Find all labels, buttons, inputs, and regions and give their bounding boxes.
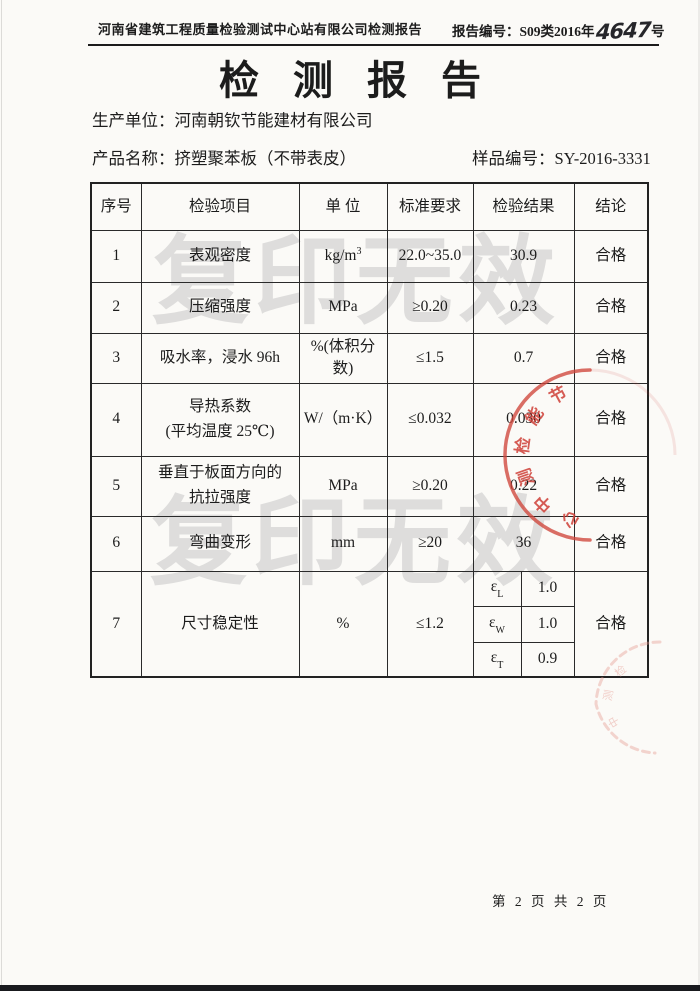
cell-result: 0.22 [472, 455, 575, 517]
cell-seq: 7 [90, 570, 142, 678]
cell-conclusion: 合格 [573, 281, 649, 334]
cell-seq: 6 [90, 515, 142, 572]
epsilon-symbol: ε [490, 578, 498, 596]
header-rule [88, 44, 659, 46]
cell-seq: 2 [90, 281, 142, 334]
stamp-char: 测 [601, 689, 616, 702]
cell-result: 36 [472, 515, 575, 572]
cell-unit: MPa [298, 455, 388, 517]
cell-unit: MPa [298, 281, 388, 334]
item-line1: 垂直于板面方向的 [157, 464, 282, 482]
cell-result: 0.23 [472, 281, 575, 334]
unit-superscript: 3 [356, 245, 362, 257]
cell-seq: 4 [90, 382, 142, 457]
cell-item: 表观密度 [140, 229, 300, 283]
table-row: 3 吸水率，浸水 96h %(体积分数) ≤1.5 0.7 合格 [90, 332, 649, 384]
sample-number-line: 样品编号：SY-2016-3331 [472, 145, 651, 169]
item-line2: 抗拉强度 [188, 489, 251, 506]
scan-edge-bottom [0, 985, 700, 991]
cell-sub-result: 1.0 [520, 605, 575, 643]
table-row: εT 0.9 [91, 641, 648, 678]
scan-edge-left [1, 0, 2, 985]
epsilon-subscript: T [497, 660, 504, 672]
epsilon-symbol: ε [490, 648, 498, 666]
cell-sub-result: 1.0 [520, 570, 575, 607]
epsilon-subscript: L [497, 589, 504, 601]
cell-seq: 1 [90, 229, 142, 283]
cell-standard: ≥0.20 [386, 455, 474, 517]
cell-sub-symbol: εL [472, 570, 522, 607]
col-header-result: 检验结果 [472, 182, 575, 231]
cell-sub-result: 0.9 [520, 641, 575, 678]
report-number-label: 报告编号：S09类2016年 [452, 24, 595, 39]
cell-unit: mm [298, 515, 388, 572]
cell-seq: 5 [90, 455, 142, 517]
item-line2: (平均温度 25℃) [165, 422, 275, 440]
cell-item: 尺寸稳定性 [140, 570, 300, 678]
table-row: 6 弯曲变形 mm ≥20 36 合格 [90, 515, 649, 572]
cell-unit: % [298, 570, 388, 678]
cell-item: 垂直于板面方向的 抗拉强度 [140, 455, 300, 517]
table-row: 4 导热系数 (平均温度 25℃) W/（m·K） ≤0.032 0.030 合… [90, 382, 649, 457]
col-header-standard: 标准要求 [386, 182, 474, 231]
col-header-conclusion: 结论 [573, 182, 649, 231]
page-title: 检测报告 [219, 58, 515, 103]
cell-conclusion: 合格 [573, 229, 649, 283]
col-header-item: 检验项目 [140, 182, 300, 231]
table-row: 7 尺寸稳定性 % ≤1.2 εL 1.0 合格 [90, 570, 649, 678]
cell-sub-symbol: εW [472, 605, 522, 643]
table-header-row: 序号 检验项目 单 位 标准要求 检验结果 结论 [90, 182, 649, 231]
cell-conclusion: 合格 [573, 455, 649, 517]
item-line1: 导热系数 [188, 397, 251, 415]
producer-value: 河南朝钦节能建材有限公司 [174, 111, 373, 130]
cell-item: 吸水率，浸水 96h [140, 332, 300, 384]
cell-result: 30.9 [472, 229, 575, 283]
scan-edge-right [698, 0, 700, 985]
epsilon-subscript: W [495, 624, 505, 636]
table-row: 2 压缩强度 MPa ≥0.20 0.23 合格 [90, 281, 649, 334]
cell-conclusion: 合格 [573, 382, 649, 457]
col-header-unit: 单 位 [298, 182, 388, 231]
table-row: 5 垂直于板面方向的 抗拉强度 MPa ≥0.20 0.22 合格 [90, 455, 649, 517]
cell-item: 弯曲变形 [140, 515, 300, 572]
cell-standard: ≥20 [386, 515, 474, 572]
cell-sub-symbol: εT [472, 641, 522, 678]
stamp-char: 中 [606, 714, 623, 730]
cell-conclusion: 合格 [573, 332, 649, 384]
cell-standard: ≤1.2 [386, 570, 474, 678]
cell-item: 导热系数 (平均温度 25℃) [140, 382, 300, 457]
cell-unit: kg/m3 [298, 229, 388, 283]
product-value: 挤塑聚苯板（不带表皮） [174, 149, 357, 168]
cell-standard: ≤1.5 [386, 332, 474, 384]
cell-standard: ≤0.032 [386, 382, 474, 457]
table-row: 1 表观密度 kg/m3 22.0~35.0 30.9 合格 [90, 229, 649, 283]
cell-unit: %(体积分数) [298, 332, 388, 384]
cell-standard: ≥0.20 [386, 281, 474, 334]
unit-text: kg/m [324, 246, 357, 264]
producer-label: 生产单位： [92, 111, 175, 130]
cell-seq: 3 [90, 332, 142, 384]
sample-number-label: 样品编号： [472, 149, 555, 168]
col-header-seq: 序号 [90, 182, 142, 231]
report-number-suffix: 号 [650, 24, 665, 39]
cell-item: 压缩强度 [140, 281, 300, 334]
report-number-line: 报告编号：S09类2016年4647号 [452, 17, 665, 45]
producer-line: 生产单位：河南朝钦节能建材有限公司 [92, 107, 373, 131]
cell-conclusion: 合格 [573, 515, 649, 572]
page-number: 第 2 页 共 2 页 [492, 894, 610, 909]
header-company-line: 河南省建筑工程质量检验测试中心站有限公司检测报告 [98, 22, 423, 37]
cell-result: 0.030 [472, 382, 575, 457]
epsilon-symbol: ε [489, 613, 496, 631]
report-number-handwritten: 4647 [594, 17, 651, 45]
cell-unit: W/（m·K） [298, 382, 388, 457]
cell-conclusion: 合格 [573, 570, 649, 678]
inspection-results-table: 序号 检验项目 单 位 标准要求 检验结果 结论 1 表观密度 kg/m3 22… [90, 182, 650, 678]
product-line: 产品名称：挤塑聚苯板（不带表皮） [92, 145, 356, 169]
sample-number-value: SY-2016-3331 [554, 149, 651, 168]
cell-standard: 22.0~35.0 [386, 229, 474, 283]
product-label: 产品名称： [92, 149, 175, 168]
cell-result: 0.7 [472, 332, 575, 384]
